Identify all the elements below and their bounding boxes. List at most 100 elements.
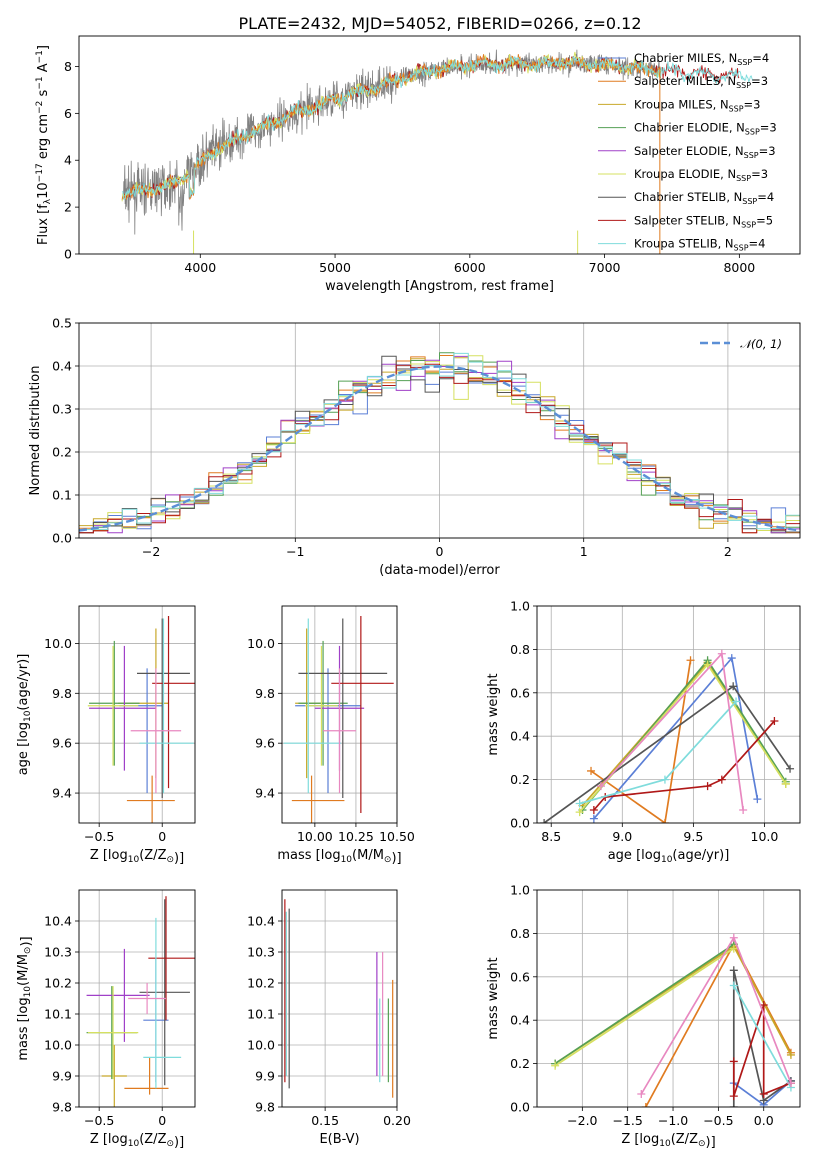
spectrum-model-line [121, 51, 662, 202]
weight-line [732, 970, 792, 1107]
x-tick-label: 0.20 [383, 1113, 411, 1128]
x-tick-label: −0.5 [84, 829, 114, 844]
x-axis-label: wavelength [Angstrom, rest frame] [325, 279, 554, 294]
plot-area [79, 352, 800, 534]
y-tick-label: 0 [64, 247, 72, 262]
legend-label: Salpeter ELODIE, NSSP=3 [634, 144, 776, 160]
axes-frame [78, 605, 196, 824]
weight-marker [587, 766, 596, 775]
y-axis-label: mass weight [486, 957, 501, 1039]
y-tick-label: 10.4 [44, 914, 72, 929]
plot-area [551, 933, 795, 1107]
x-tick-label: 8.5 [541, 829, 561, 844]
weight-marker [641, 1103, 650, 1107]
x-tick-label: 0 [158, 829, 166, 844]
legend-label: 𝒩(0, 1) [740, 337, 782, 351]
y-tick-label: 9.6 [255, 736, 275, 751]
x-axis-label: mass [log10(M/M⊙)] [277, 848, 401, 866]
y-tick-label: 6 [64, 106, 72, 121]
y-tick-label: 10.4 [247, 914, 275, 929]
weight-line [554, 947, 735, 1067]
y-tick-label: 0.4 [510, 729, 530, 744]
y-tick-label: 10.0 [44, 636, 72, 651]
weight-marker [717, 775, 726, 784]
weight-marker [703, 660, 712, 669]
y-tick-label: 9.9 [52, 1069, 72, 1084]
x-tick-label: 1 [580, 544, 588, 559]
panel-weight_vs_Z: −2.0 −1.5 −1.0 −0.5 0.0 0.0 0.2 0.4 0.6 0.8 1.0 Z [… [486, 883, 801, 1150]
y-axis-label: Flux [fλ10−17 erg cm−2 s−1 A−1] [35, 45, 53, 245]
y-tick-label: 10.0 [44, 1038, 72, 1053]
y-axis-label: age [log10(age/yr)] [16, 654, 33, 776]
axes-frame [78, 322, 801, 539]
y-tick-label: 2 [64, 200, 72, 215]
y-tick-label: 0.8 [510, 926, 530, 941]
weight-marker [686, 656, 695, 665]
legend-entry: Chabrier ELODIE, NSSP=3 [598, 121, 777, 137]
y-tick-label: 9.4 [52, 786, 72, 801]
x-tick-label: 0 [436, 544, 444, 559]
y-axis-label: mass [log10(M/M⊙)] [16, 936, 34, 1060]
y-tick-label: 1.0 [510, 599, 530, 614]
weight-marker [770, 717, 779, 726]
y-tick-label: 10.0 [247, 1038, 275, 1053]
y-tick-label: 0.1 [52, 488, 72, 503]
y-tick-label: 10.0 [247, 636, 275, 651]
x-tick-label: 10.00 [297, 829, 333, 844]
weight-marker [729, 981, 738, 990]
legend-entry: Salpeter ELODIE, NSSP=3 [598, 144, 776, 160]
x-axis-label: Z [log10(Z/Z⊙)] [90, 848, 184, 866]
y-tick-label: 0.0 [510, 816, 530, 831]
x-tick-label: −0.5 [84, 1113, 114, 1128]
plot-area [121, 49, 754, 254]
x-axis-label: E(B-V) [319, 1132, 359, 1147]
legend-entry: Chabrier MILES, NSSP=4 [598, 51, 769, 67]
weight-marker [753, 795, 762, 804]
y-tick-label: 0.2 [52, 445, 72, 460]
y-tick-label: 9.8 [52, 686, 72, 701]
weight-line [579, 700, 737, 805]
spectrum-model-line [121, 54, 662, 201]
axes-frame [78, 35, 801, 255]
y-tick-label: 9.4 [255, 786, 275, 801]
x-tick-label: −1.0 [658, 1113, 688, 1128]
x-axis-label: age [log10(age/yr)] [608, 848, 730, 865]
x-tick-label: −0.5 [703, 1113, 733, 1128]
y-tick-label: 8 [64, 59, 72, 74]
x-tick-label: −2.0 [567, 1113, 597, 1128]
legend-entry: Kroupa ELODIE, NSSP=3 [598, 167, 768, 183]
x-tick-label: 0 [158, 1113, 166, 1128]
weight-marker [703, 782, 712, 791]
weight-marker [786, 1079, 795, 1088]
weight-line [732, 1004, 792, 1097]
y-tick-label: 0.6 [510, 685, 530, 700]
legend-entry: Kroupa MILES, NSSP=3 [598, 97, 760, 113]
weight-marker [637, 1089, 646, 1098]
weight-marker [660, 775, 669, 784]
x-tick-label: −2 [142, 544, 160, 559]
weight-marker [717, 649, 726, 658]
axes-frame [281, 889, 398, 1108]
weight-line [733, 985, 792, 1088]
x-tick-label: 10.25 [338, 829, 374, 844]
weight-marker [660, 819, 669, 823]
plot-area [283, 615, 394, 823]
weight-marker [786, 1050, 795, 1059]
weight-marker [781, 779, 790, 788]
legend-entry: Salpeter STELIB, NSSP=5 [598, 213, 773, 229]
histogram-step [79, 355, 800, 534]
weight-marker [729, 682, 738, 691]
legend-label: Kroupa ELODIE, NSSP=3 [634, 167, 768, 183]
weight-marker [727, 654, 736, 663]
panel-age_vs_mass: 10.00 10.25 10.50 9.4 9.6 9.8 10.0 mass [log10(… [247, 605, 415, 866]
weight-marker [729, 966, 738, 975]
axes-frame [536, 889, 801, 1108]
panel-age_vs_Z: −0.5 0 9.4 9.6 9.8 10.0 Z [log10(Z/Z⊙)] age [lo… [16, 605, 196, 866]
y-tick-label: 0.3 [52, 402, 72, 417]
axes-frame [281, 605, 398, 824]
panel-mass_vs_Z: −0.5 0 9.8 9.9 10.0 10.1 10.2 10.3 10.4 Z [log10(… [16, 889, 196, 1150]
weight-marker [759, 1089, 768, 1098]
y-tick-label: 0.2 [510, 1056, 530, 1071]
y-tick-label: 0.0 [510, 1100, 530, 1115]
